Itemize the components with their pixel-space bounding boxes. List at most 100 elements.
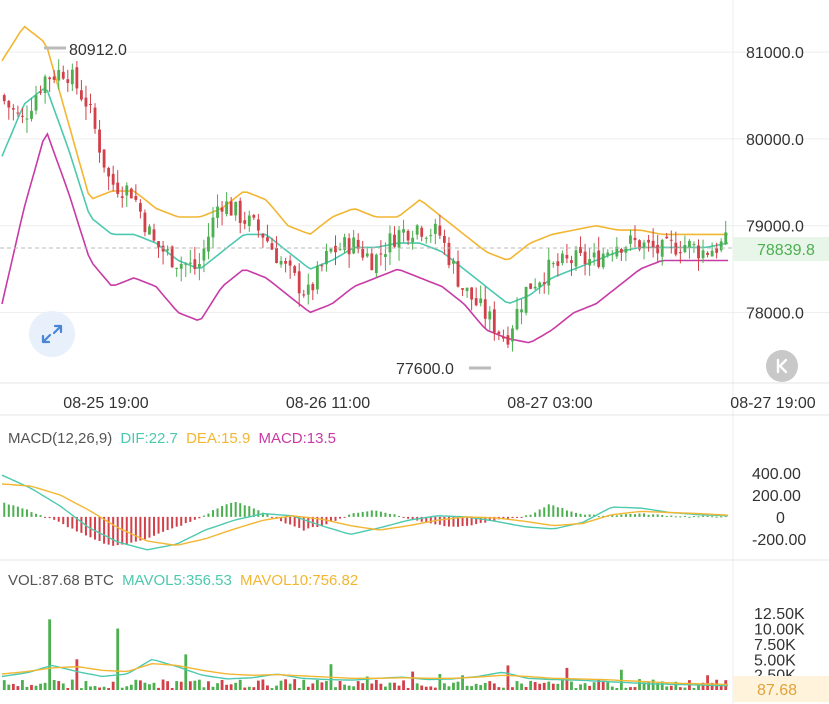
candle-body[interactable] <box>388 233 392 253</box>
candle-body[interactable] <box>329 248 333 252</box>
candle-body[interactable] <box>334 245 337 253</box>
candle-body[interactable] <box>529 283 533 289</box>
candle-body[interactable] <box>102 149 106 168</box>
candle-body[interactable] <box>551 263 555 265</box>
candle-body[interactable] <box>347 238 351 255</box>
candle-body[interactable] <box>665 236 669 239</box>
candle-body[interactable] <box>266 237 269 242</box>
candle-body[interactable] <box>279 260 283 265</box>
candle-body[interactable] <box>157 241 160 248</box>
candle-body[interactable] <box>75 67 79 89</box>
candle-body[interactable] <box>651 240 655 248</box>
candle-body[interactable] <box>615 246 619 257</box>
candle-body[interactable] <box>2 95 6 102</box>
candle-body[interactable] <box>710 250 714 257</box>
candle-body[interactable] <box>229 201 233 216</box>
candle-body[interactable] <box>397 230 401 248</box>
candle-body[interactable] <box>674 242 678 255</box>
candle-body[interactable] <box>256 219 260 231</box>
candle-body[interactable] <box>134 196 138 200</box>
candle-body[interactable] <box>89 104 92 106</box>
candle-body[interactable] <box>619 249 623 253</box>
candle-body[interactable] <box>175 267 179 269</box>
candle-body[interactable] <box>211 217 215 238</box>
candle-body[interactable] <box>701 250 705 259</box>
candle-body[interactable] <box>497 331 501 334</box>
candle-body[interactable] <box>184 263 188 265</box>
candle-body[interactable] <box>688 240 691 248</box>
candle-body[interactable] <box>25 118 29 120</box>
candle-body[interactable] <box>715 247 719 253</box>
candle-body[interactable] <box>511 328 514 342</box>
candle-body[interactable] <box>492 309 496 333</box>
candle-body[interactable] <box>315 265 319 290</box>
candle-body[interactable] <box>193 259 197 269</box>
candle-body[interactable] <box>520 309 523 313</box>
candle-body[interactable] <box>138 203 142 212</box>
expand-button[interactable] <box>29 311 75 357</box>
candle-body[interactable] <box>706 252 709 255</box>
candle-body[interactable] <box>252 215 256 218</box>
candle-body[interactable] <box>107 167 111 177</box>
candle-body[interactable] <box>719 241 723 251</box>
candle-body[interactable] <box>479 298 483 304</box>
candle-body[interactable] <box>724 232 728 245</box>
candle-body[interactable] <box>125 185 129 196</box>
candle-body[interactable] <box>411 237 415 243</box>
candle-body[interactable] <box>261 233 265 238</box>
candle-body[interactable] <box>356 239 360 250</box>
candle-body[interactable] <box>302 294 306 296</box>
candle-body[interactable] <box>207 236 210 252</box>
candle-body[interactable] <box>461 288 464 290</box>
candle-body[interactable] <box>547 259 551 286</box>
candle-body[interactable] <box>624 246 628 253</box>
candle-body[interactable] <box>588 259 592 266</box>
candle-body[interactable] <box>320 265 324 267</box>
candle-body[interactable] <box>442 236 446 243</box>
candle-body[interactable] <box>311 284 315 291</box>
candle-body[interactable] <box>678 252 682 254</box>
candle-body[interactable] <box>501 336 505 339</box>
candle-body[interactable] <box>515 308 519 330</box>
candle-body[interactable] <box>606 252 610 256</box>
candle-body[interactable] <box>61 71 65 79</box>
candle-body[interactable] <box>202 248 206 261</box>
price-candles[interactable] <box>2 59 728 352</box>
macd-panel[interactable]: 400.00 200.00 0 -200.00 <box>1 466 806 551</box>
candle-body[interactable] <box>384 254 387 257</box>
candle-body[interactable] <box>488 311 492 320</box>
candle-body[interactable] <box>288 260 292 266</box>
candle-body[interactable] <box>111 173 115 185</box>
candle-body[interactable] <box>429 235 433 237</box>
candle-body[interactable] <box>438 225 442 236</box>
candle-body[interactable] <box>560 253 564 264</box>
candle-body[interactable] <box>583 251 587 264</box>
candle-body[interactable] <box>48 77 52 80</box>
candle-body[interactable] <box>465 287 469 292</box>
candle-body[interactable] <box>424 237 428 239</box>
candle-body[interactable] <box>352 237 356 254</box>
candle-body[interactable] <box>148 226 151 235</box>
jump-to-latest-button[interactable] <box>766 350 798 382</box>
candle-body[interactable] <box>474 298 478 306</box>
candle-body[interactable] <box>379 253 383 255</box>
candle-body[interactable] <box>633 237 637 241</box>
candle-body[interactable] <box>570 260 573 264</box>
candle-body[interactable] <box>683 244 687 252</box>
candle-body[interactable] <box>592 252 596 258</box>
candle-body[interactable] <box>152 229 156 241</box>
candle-body[interactable] <box>129 188 133 199</box>
candle-body[interactable] <box>93 107 97 129</box>
candle-body[interactable] <box>306 284 310 295</box>
candle-body[interactable] <box>11 108 15 110</box>
candle-body[interactable] <box>79 90 83 100</box>
candle-body[interactable] <box>697 245 700 259</box>
candle-body[interactable] <box>415 225 419 235</box>
candle-body[interactable] <box>7 101 11 108</box>
candle-body[interactable] <box>166 249 170 251</box>
candle-body[interactable] <box>669 239 673 241</box>
candle-body[interactable] <box>456 260 460 287</box>
candle-body[interactable] <box>197 263 201 268</box>
candle-body[interactable] <box>542 282 546 285</box>
candle-body[interactable] <box>161 245 165 252</box>
